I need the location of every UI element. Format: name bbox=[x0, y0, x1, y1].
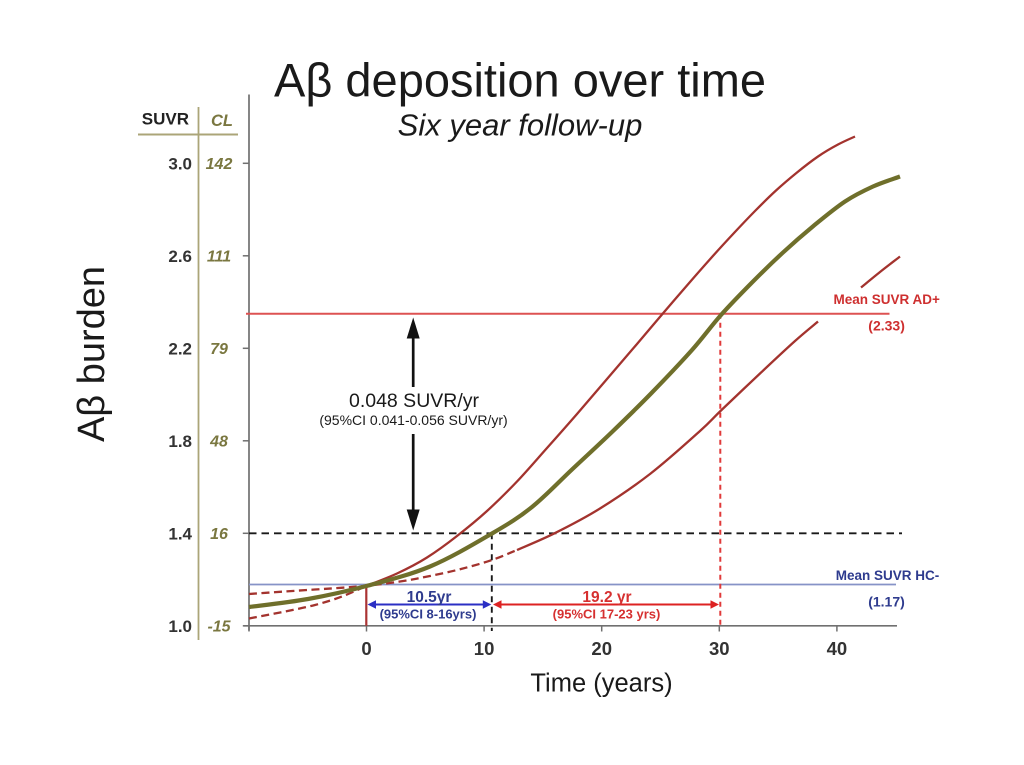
svg-text:19.2 yr: 19.2 yr bbox=[582, 589, 631, 606]
svg-text:10.5yr: 10.5yr bbox=[407, 589, 452, 606]
svg-text:111: 111 bbox=[207, 248, 231, 265]
svg-text:1.4: 1.4 bbox=[168, 524, 192, 543]
svg-text:(95%CI 0.041-0.056 SUVR/yr): (95%CI 0.041-0.056 SUVR/yr) bbox=[319, 412, 507, 428]
svg-text:3.0: 3.0 bbox=[168, 154, 192, 173]
svg-text:10: 10 bbox=[474, 638, 495, 659]
svg-text:SUVR: SUVR bbox=[142, 110, 189, 129]
svg-text:20: 20 bbox=[591, 638, 612, 659]
svg-text:(2.33): (2.33) bbox=[868, 318, 905, 334]
svg-text:Time (years): Time (years) bbox=[530, 670, 672, 698]
svg-text:2.6: 2.6 bbox=[168, 247, 192, 266]
svg-text:Mean SUVR AD+: Mean SUVR AD+ bbox=[833, 292, 940, 307]
svg-text:-15: -15 bbox=[207, 618, 231, 635]
svg-text:Aβ deposition over time: Aβ deposition over time bbox=[274, 54, 766, 107]
svg-text:1.8: 1.8 bbox=[168, 432, 192, 451]
svg-text:(95%CI 17-23 yrs): (95%CI 17-23 yrs) bbox=[553, 607, 661, 622]
svg-text:16: 16 bbox=[210, 526, 228, 543]
svg-text:79: 79 bbox=[210, 341, 228, 358]
svg-text:2.2: 2.2 bbox=[168, 339, 192, 358]
svg-text:0: 0 bbox=[361, 638, 371, 659]
svg-text:1.0: 1.0 bbox=[168, 617, 192, 636]
svg-text:40: 40 bbox=[827, 638, 848, 659]
svg-text:Mean SUVR HC-: Mean SUVR HC- bbox=[836, 568, 940, 583]
svg-text:(1.17): (1.17) bbox=[868, 594, 905, 610]
svg-text:Six year follow-up: Six year follow-up bbox=[398, 108, 643, 143]
svg-text:Aβ burden: Aβ burden bbox=[71, 266, 113, 442]
svg-text:30: 30 bbox=[709, 638, 730, 659]
svg-text:0.048 SUVR/yr: 0.048 SUVR/yr bbox=[349, 390, 480, 412]
svg-text:CL: CL bbox=[211, 112, 233, 130]
svg-text:142: 142 bbox=[206, 156, 233, 173]
svg-text:48: 48 bbox=[209, 433, 228, 450]
svg-text:(95%CI 8-16yrs): (95%CI 8-16yrs) bbox=[380, 607, 477, 622]
